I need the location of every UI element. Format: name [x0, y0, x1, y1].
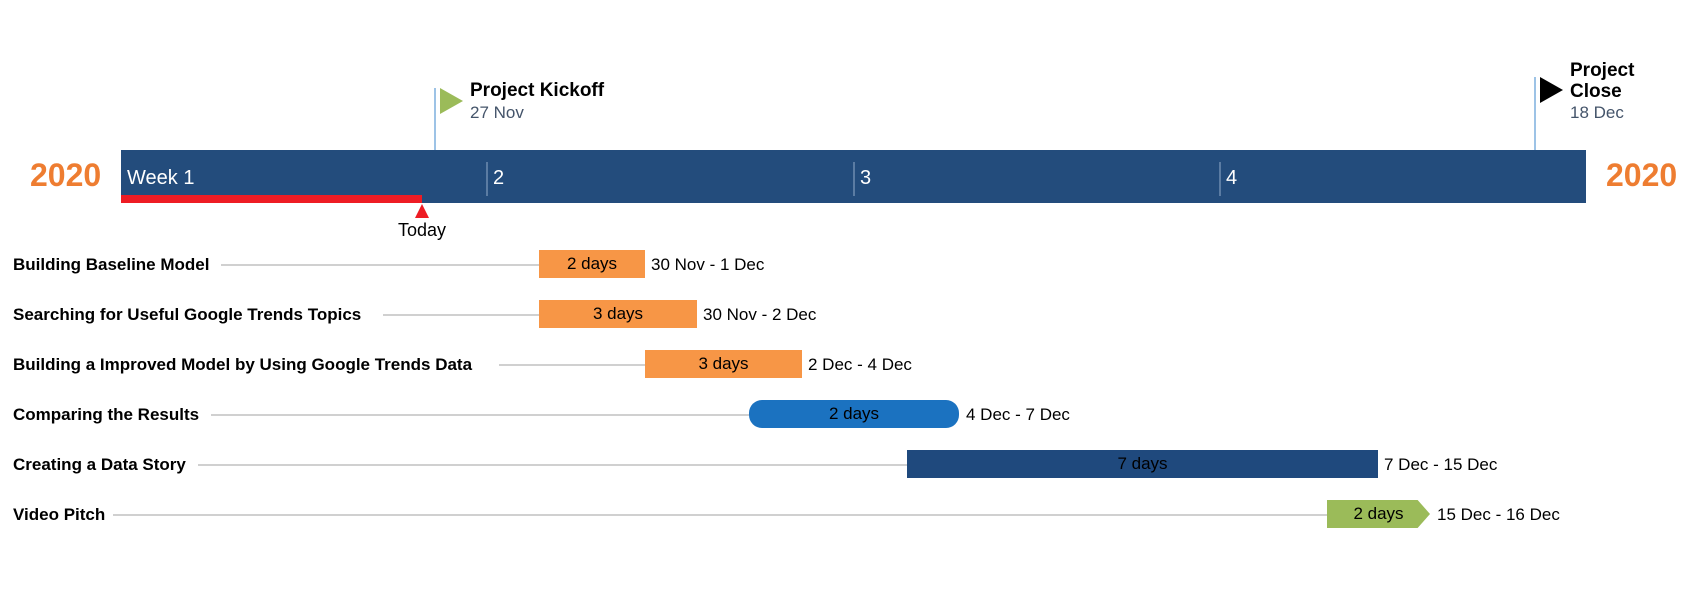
task-label: Comparing the Results	[13, 405, 200, 424]
task-dates: 2 Dec - 4 Dec	[808, 355, 912, 374]
milestone-date-kickoff: 27 Nov	[470, 103, 524, 122]
task-leader-line	[499, 364, 645, 366]
milestone-title-close: Project Close	[1570, 60, 1635, 102]
task-bar: 3 days	[645, 350, 802, 378]
milestone-title-kickoff: Project Kickoff	[470, 80, 605, 101]
task-bar: 2 days	[1327, 500, 1430, 528]
task-bar: 3 days	[539, 300, 697, 328]
week-label-1: Week 1	[127, 167, 195, 189]
task-bar: 7 days	[907, 450, 1378, 478]
task-label: Searching for Useful Google Trends Topic…	[13, 305, 362, 324]
week-separator	[853, 162, 855, 196]
task-leader-line	[113, 514, 1327, 516]
milestone-line-kickoff	[434, 88, 436, 150]
task-label: Building a Improved Model by Using Googl…	[13, 355, 473, 374]
week-label-2: 2	[493, 167, 505, 189]
task-label: Video Pitch	[13, 505, 106, 524]
task-bar: 2 days	[539, 250, 645, 278]
today-marker-icon	[415, 204, 429, 218]
task-bar: 2 days	[749, 400, 959, 428]
task-leader-line	[221, 264, 539, 266]
task-label: Building Baseline Model	[13, 255, 210, 274]
progress-bar	[121, 195, 422, 203]
week-separator	[486, 162, 488, 196]
task-leader-line	[211, 414, 749, 416]
week-label-3: 3	[860, 167, 872, 189]
flag-icon	[440, 88, 463, 114]
today-label: Today	[397, 220, 447, 240]
year-label-left: 2020	[30, 157, 102, 193]
flag-icon	[1540, 77, 1563, 103]
task-leader-line	[383, 314, 539, 316]
milestone-line-close	[1534, 77, 1536, 150]
week-separator	[1219, 162, 1221, 196]
task-leader-line	[198, 464, 907, 466]
year-label-right: 2020	[1606, 157, 1678, 193]
week-label-4: 4	[1226, 167, 1238, 189]
task-dates: 30 Nov - 2 Dec	[703, 305, 817, 324]
task-dates: 30 Nov - 1 Dec	[651, 255, 765, 274]
task-dates: 7 Dec - 15 Dec	[1384, 455, 1498, 474]
task-label: Creating a Data Story	[13, 455, 186, 474]
milestone-date-close: 18 Dec	[1570, 103, 1624, 122]
task-dates: 15 Dec - 16 Dec	[1437, 505, 1560, 524]
task-dates: 4 Dec - 7 Dec	[966, 405, 1070, 424]
